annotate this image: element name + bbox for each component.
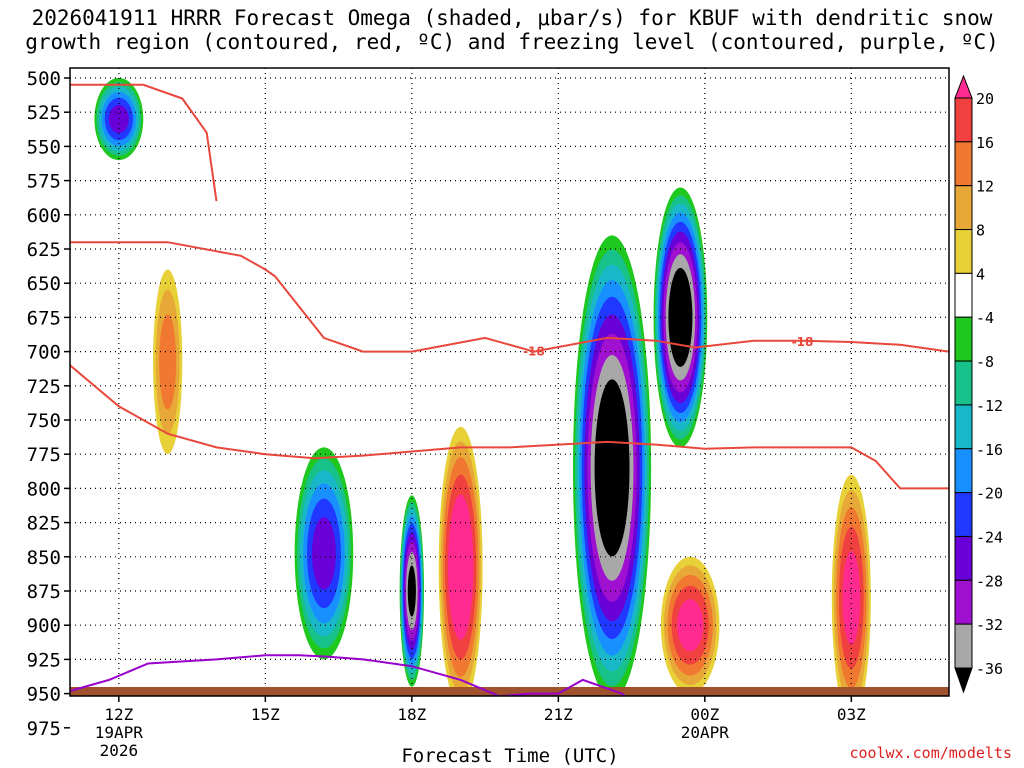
colorbar-band xyxy=(954,229,973,274)
y-tick-label: 850 xyxy=(27,547,61,569)
omega-band xyxy=(311,517,336,590)
colorbar-band xyxy=(954,185,973,231)
y-tick-label: 975 xyxy=(27,718,61,740)
colorbar-label: -12 xyxy=(976,397,1003,415)
contour-label: -18 xyxy=(792,335,814,349)
y-tick-label: 925 xyxy=(27,649,61,671)
contour-line-1 xyxy=(70,364,949,490)
colorbar-label: -20 xyxy=(976,485,1003,503)
omega-band xyxy=(159,314,177,410)
omega-band xyxy=(842,550,861,645)
x-tick-label: 12Z xyxy=(104,705,133,724)
colorbar-band xyxy=(954,448,973,494)
axes: 500 525 550 575 600 625 650 675 700 725 750 775 800 8… xyxy=(27,67,950,760)
omega-feature-3 xyxy=(294,447,354,660)
x-tick-label: 03Z xyxy=(837,705,866,724)
colorbar-band xyxy=(954,535,973,581)
y-tick-label: 500 xyxy=(27,68,61,90)
chart-title-line-1: 2026041911 HRRR Forecast Omega (shaded, … xyxy=(31,6,993,30)
omega-band xyxy=(599,409,625,527)
colorbar-label: -4 xyxy=(976,309,994,327)
colorbar-label: -28 xyxy=(976,572,1003,590)
y-tick-label: 675 xyxy=(27,307,61,329)
omega-feature-7 xyxy=(831,474,871,696)
x-tick-label: 21Z xyxy=(544,705,573,724)
omega-feature-2 xyxy=(399,495,425,687)
chart-title-line-2: growth region (contoured, red, ºC) and f… xyxy=(25,30,999,54)
colorbar: 20 16 12 8 4 -4 -8 -12 -16 -20 -24 -28 -32 -36 xyxy=(954,74,1003,694)
y-tick-label: 800 xyxy=(27,478,61,500)
omega-band xyxy=(451,519,470,615)
colorbar-band xyxy=(954,404,973,450)
x-axis-label: Forecast Time (UTC) xyxy=(401,745,619,767)
colorbar-label: -24 xyxy=(976,528,1003,546)
colorbar-label: -8 xyxy=(976,353,994,371)
x-tick-date: 19APR xyxy=(95,723,144,742)
chart-title: 2026041911 HRRR Forecast Omega (shaded, … xyxy=(0,6,1024,54)
omega-feature-8 xyxy=(153,269,183,455)
omega-feature-5 xyxy=(438,426,483,696)
plot-frame xyxy=(69,67,950,697)
omega-band xyxy=(407,565,416,617)
colorbar-label: 16 xyxy=(976,134,994,152)
x-tick-year: 2026 xyxy=(100,741,139,760)
colorbar-label: 20 xyxy=(976,90,994,108)
omega-feature-0 xyxy=(572,235,652,696)
colorbar-arrow-bottom xyxy=(954,667,973,694)
ground-terrain xyxy=(70,687,949,696)
contour-line-0 xyxy=(70,241,949,353)
colorbar-label: 8 xyxy=(976,222,985,240)
source-credit[interactable]: coolwx.com/modelts xyxy=(849,744,1012,762)
y-tick-label: 525 xyxy=(27,102,61,124)
omega-band xyxy=(108,105,129,134)
colorbar-band xyxy=(954,492,973,537)
y-tick-label: 825 xyxy=(27,513,61,535)
colorbar-label: -16 xyxy=(976,441,1003,459)
y-tick-label: 575 xyxy=(27,171,61,193)
y-tick-label: 900 xyxy=(27,615,61,637)
y-tick-label: 550 xyxy=(27,136,61,158)
colorbar-band xyxy=(954,272,973,318)
plot-area: -18 -18 0 xyxy=(70,68,949,724)
contour-line-3 xyxy=(70,654,627,696)
colorbar-label: -32 xyxy=(976,616,1003,634)
x-tick-label: 00Z xyxy=(690,705,719,724)
y-tick-label: 875 xyxy=(27,581,61,603)
y-tick-label: 775 xyxy=(27,444,61,466)
contour-line-2 xyxy=(70,83,218,202)
colorbar-label: 4 xyxy=(976,265,985,283)
colorbar-band xyxy=(954,360,973,406)
y-tick-label: 700 xyxy=(27,342,61,364)
colorbar-label: -36 xyxy=(976,660,1003,678)
x-tick-label: 15Z xyxy=(251,705,280,724)
colorbar-band xyxy=(954,623,973,669)
x-tick-label: 18Z xyxy=(397,705,426,724)
y-tick-label: 750 xyxy=(27,410,61,432)
y-tick-label: 650 xyxy=(27,273,61,295)
omega-feature-4 xyxy=(94,78,144,161)
colorbar-band xyxy=(954,141,973,187)
y-tick-label: 600 xyxy=(27,205,61,227)
y-tick-label: 950 xyxy=(27,684,61,706)
contour-label: 0 xyxy=(652,710,660,724)
colorbar-arrow-top xyxy=(954,74,973,99)
colorbar-band xyxy=(954,97,973,143)
colorbar-band xyxy=(954,316,973,362)
y-tick-label: 625 xyxy=(27,239,61,261)
x-tick-date: 20APR xyxy=(681,723,730,742)
colorbar-band xyxy=(954,579,973,625)
y-tick-label: 725 xyxy=(27,376,61,398)
colorbar-label: 12 xyxy=(976,178,994,196)
contour-label: -18 xyxy=(523,345,545,359)
